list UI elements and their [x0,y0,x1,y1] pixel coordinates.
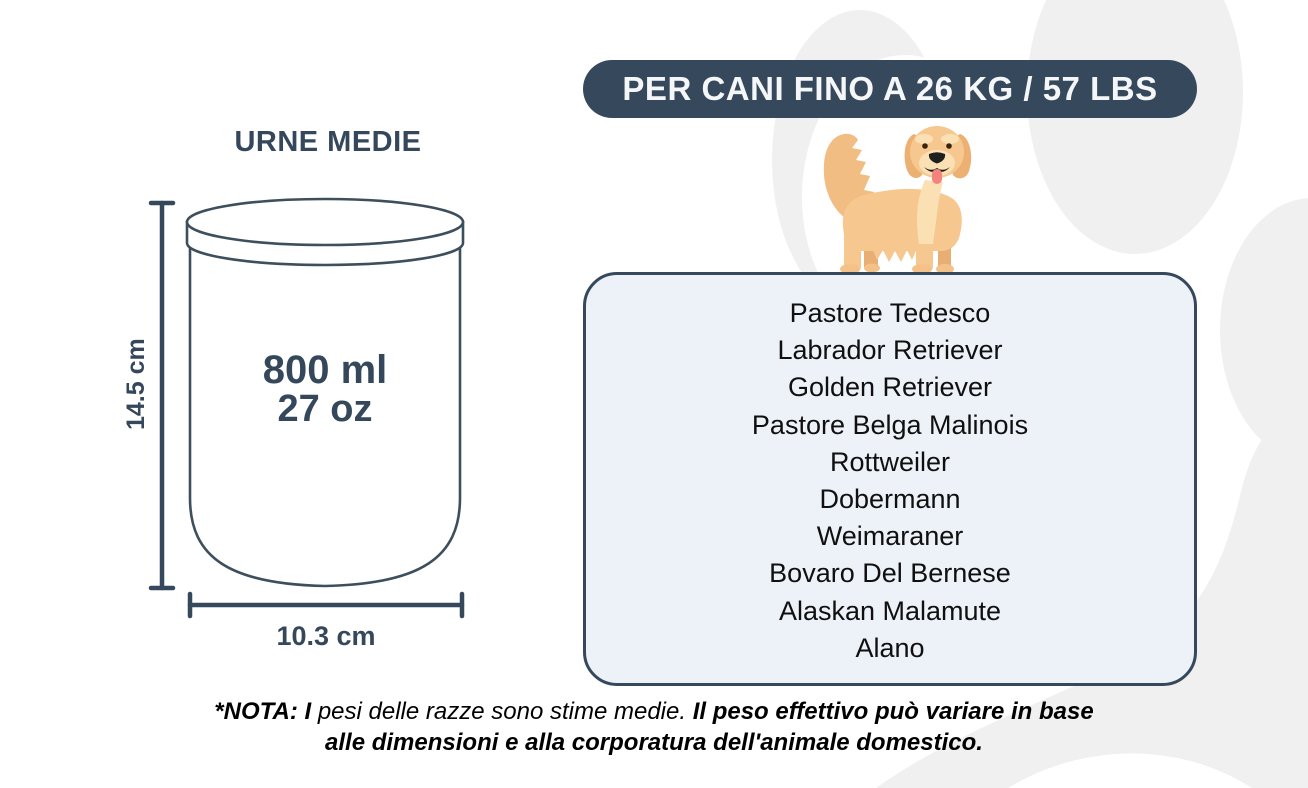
golden-retriever-icon [823,126,972,274]
footnote-regular: pesi delle razze sono stime medie. [317,698,693,725]
dog-eye-right [946,143,952,149]
footnote-bold-prefix: *NOTA: I [214,698,318,725]
urn-diagram [148,197,465,619]
footnote: *NOTA: I pesi delle razze sono stime med… [198,697,1110,758]
breed-item: Alano [855,632,925,663]
height-label: 14.5 cm [122,338,150,430]
dog-tongue [932,169,942,184]
breed-item: Pastore Belga Malinois [751,409,1029,440]
volume-ml: 800 ml [262,348,388,392]
breed-item: Golden Retriever [787,372,993,403]
breed-item: Bovaro Del Bernese [769,558,1011,589]
breed-list-box: Pastore Tedesco Labrador Retriever Golden … [583,272,1197,686]
volume-oz: 27 oz [277,388,373,430]
urn-lid-top [185,197,465,247]
breed-item: Alaskan Malamute [778,595,1002,626]
breed-item: Dobermann [819,484,961,515]
breed-item: Pastore Tedesco [789,298,991,328]
dog-nose [928,152,946,164]
breed-item: Weimaraner [816,521,964,552]
urn-volume-label: 800 ml 27 oz [185,348,465,430]
width-label: 10.3 cm [276,621,376,651]
breed-item: Labrador Retriever [777,335,1003,366]
dog-eye-left [922,143,928,149]
weight-capacity-banner: PER CANI FINO A 26 KG / 57 LBS [583,60,1197,118]
width-dimension-line [187,591,465,619]
footnote-bold-rest: Il peso effettivo può variare in base al… [325,698,1094,756]
dog-paws [840,263,954,274]
dog-belly-fur [872,248,917,262]
breed-item: Rottweiler [829,446,951,477]
breed-list: Pastore Tedesco Labrador Retriever Golden … [586,275,1194,667]
section-title: URNE MEDIE [234,126,422,158]
height-dimension-line [148,200,176,591]
dog-chest [917,180,943,244]
